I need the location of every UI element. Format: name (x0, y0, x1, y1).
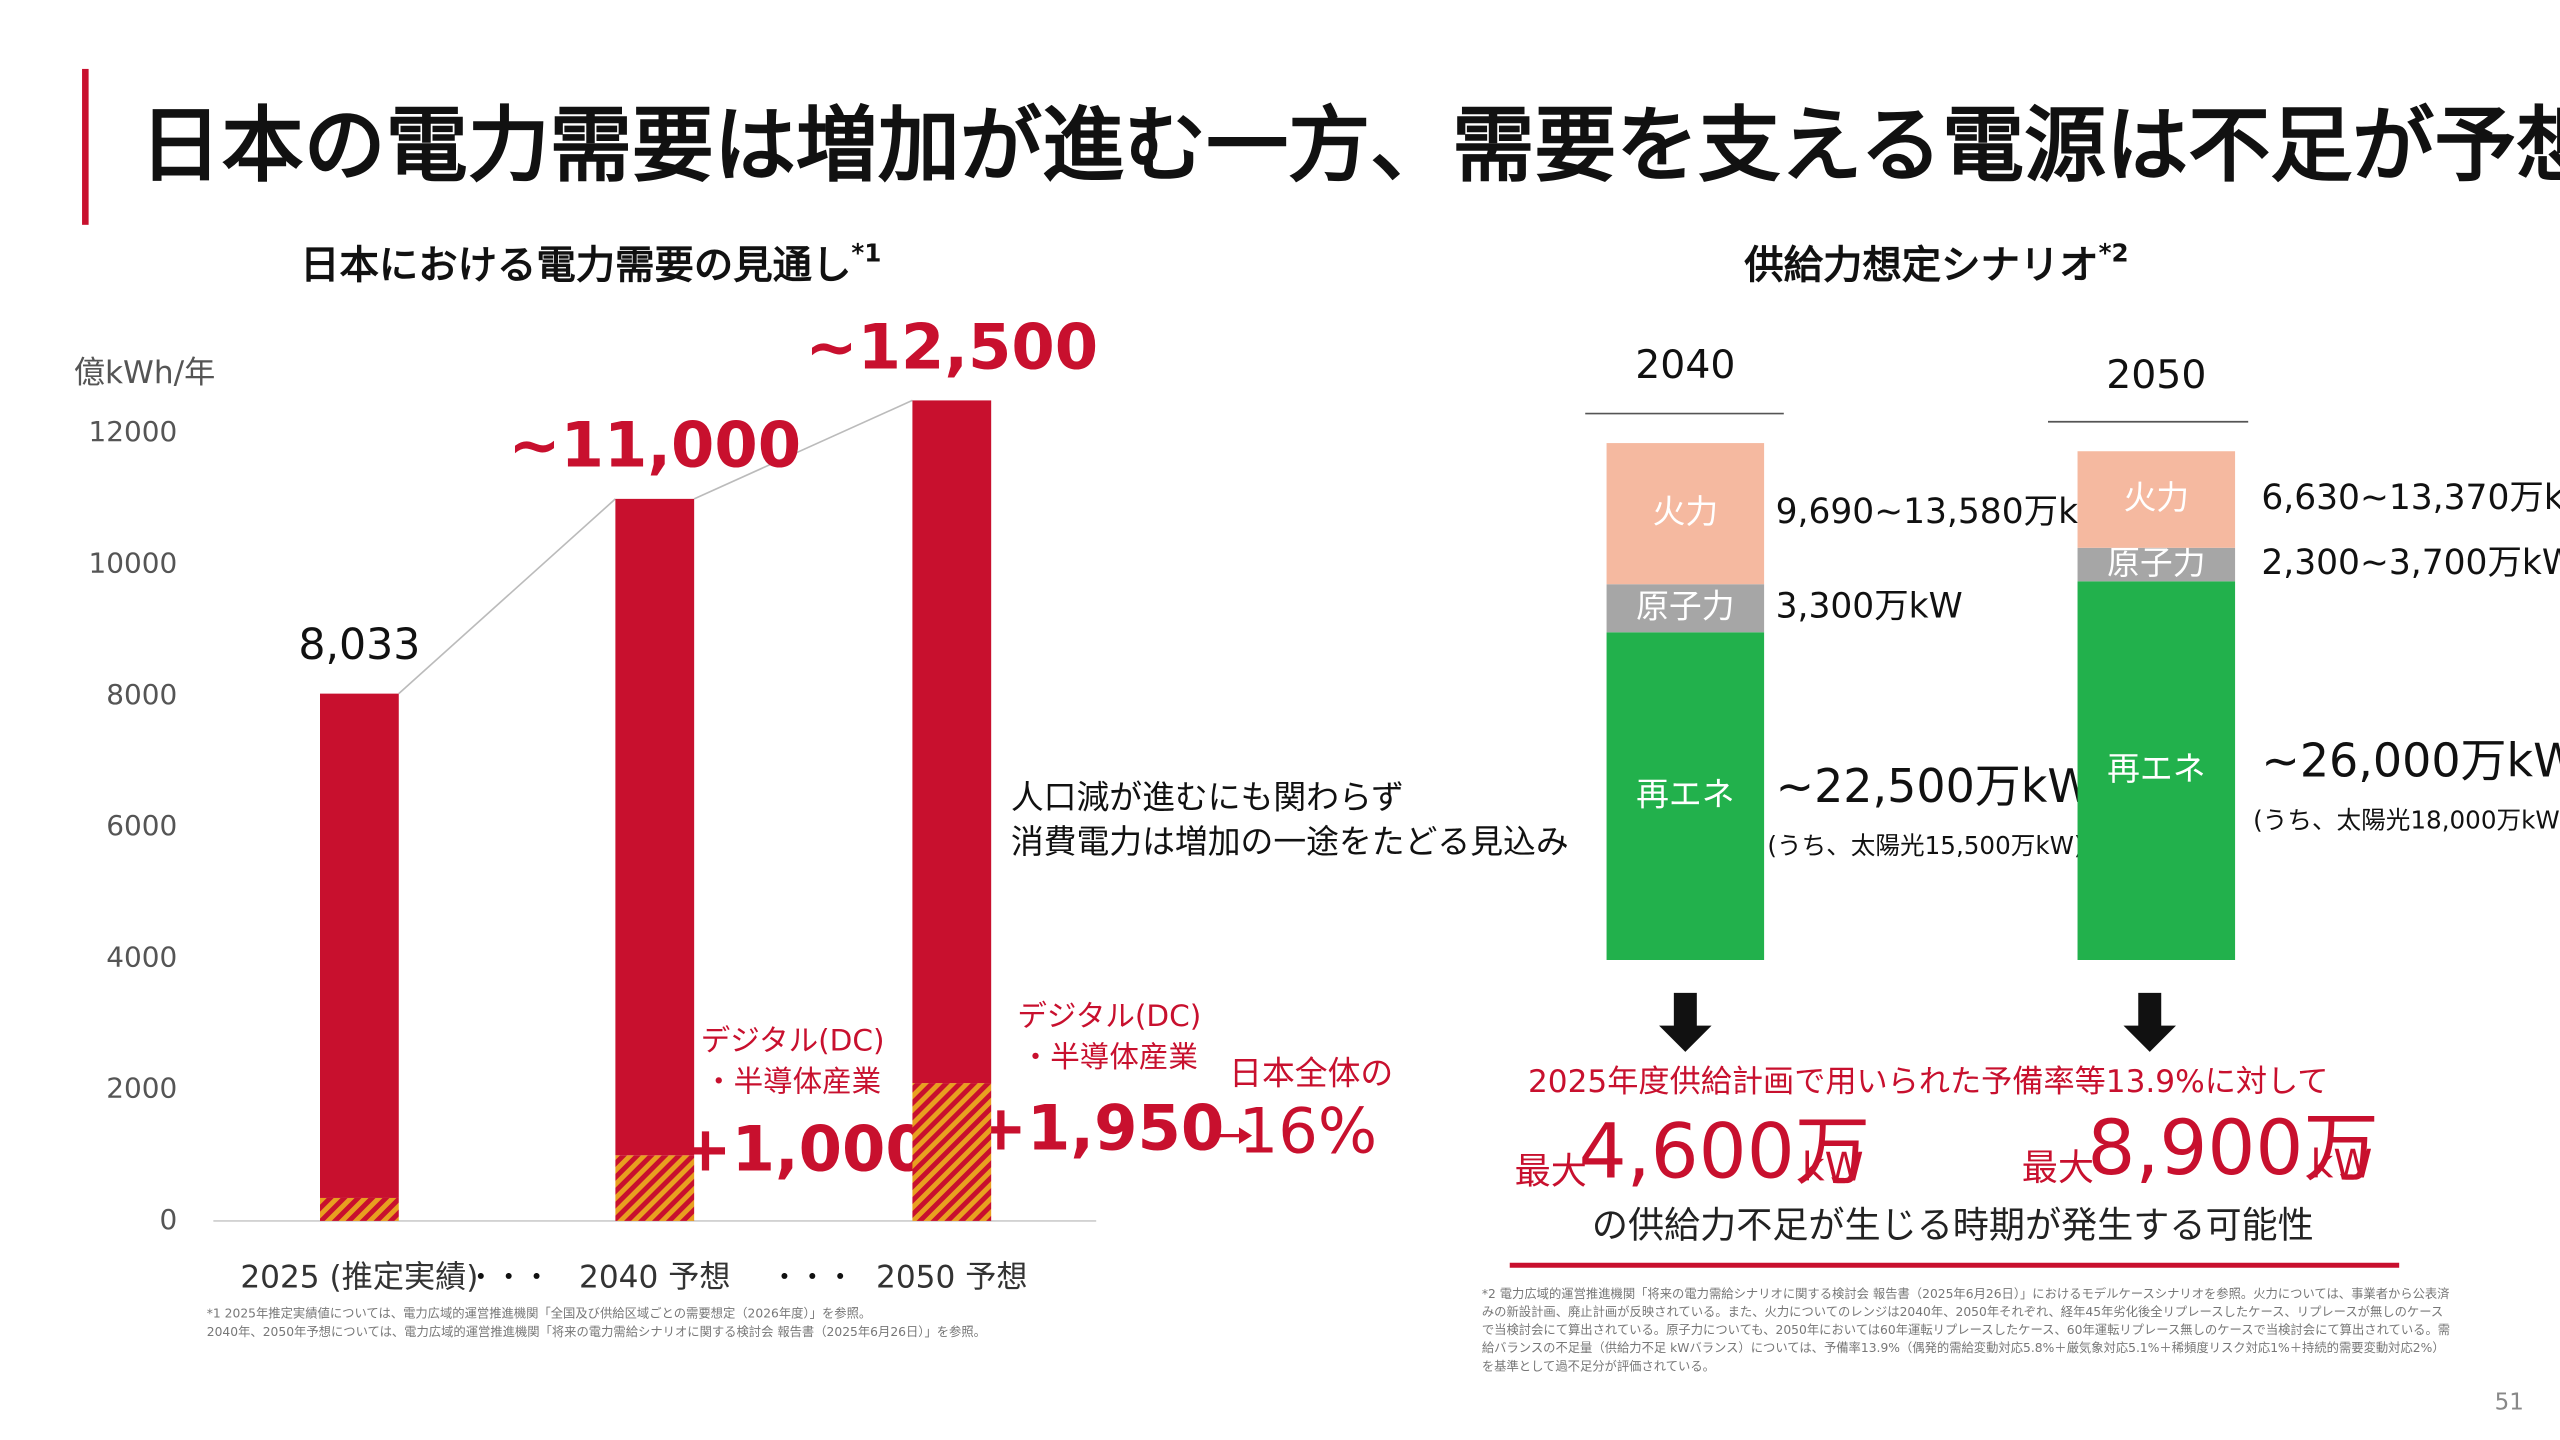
y-tick-label: 6000 (106, 809, 177, 842)
title-text: 日本における電力需要の見通し (300, 242, 851, 288)
trend-note: 人口減が進むにも関わらず (1011, 779, 1404, 817)
left-footnotes: *1 2025年推定実績値については、電力広域的運営推進機関「全国及び供給区域ご… (207, 1305, 1389, 1341)
segment-name: 原子力 (1636, 588, 1734, 626)
y-tick-label: 10000 (89, 547, 178, 580)
bar-segment (2077, 547, 2236, 582)
bar-segment (615, 498, 695, 1156)
shortfall-unit: kW (2311, 1141, 2373, 1187)
title-text: 供給力想定シナリオ (1744, 242, 2098, 288)
right-footnote: *2 電力広域的運営推進機関「将来の電力需給シナリオに関する検討会 報告書（20… (1481, 1286, 2451, 1374)
total-label: 8,033 (298, 620, 420, 670)
segment-name: 再エネ (1636, 776, 1734, 814)
y-axis-label: 億kWh/年 (74, 355, 215, 391)
category-separator: ・・・ (770, 1260, 854, 1293)
right-chart-title: 供給力想定シナリオ*2 (1744, 238, 2128, 288)
shortfall-prefix: 最大 (1515, 1149, 1587, 1192)
category-label: 2040 (1635, 342, 1735, 388)
down-arrow (2123, 992, 2176, 1052)
title-accent (82, 68, 89, 225)
total-label: ~12,500 (805, 310, 1098, 383)
y-tick-label: 4000 (106, 940, 177, 973)
footnote: *1 2025年推定実績値については、電力広域的運営推進機関「全国及び供給区域ご… (206, 1306, 872, 1322)
increment-label: +1,950 (975, 1091, 1224, 1164)
increment-label: +1,000 (679, 1113, 928, 1186)
down-arrow (1659, 992, 1712, 1052)
footnote-block: *1 2025年推定実績値については、電力広域的運営推進機関「全国及び供給区域ご… (207, 1305, 1389, 1341)
y-tick-label: 8000 (106, 678, 177, 711)
category-separator: ・・・ (467, 1260, 551, 1293)
title-note: *2 (2099, 238, 2129, 267)
segment-name: 再エネ (2107, 750, 2205, 788)
value-label: ~22,500万kW (1776, 759, 2093, 813)
x-tick-label: 2040 予想 (579, 1259, 731, 1295)
bar-segment (1606, 632, 1765, 960)
x-tick-label: 2050 予想 (876, 1259, 1028, 1295)
y-tick-label: 2000 (106, 1072, 177, 1105)
value-label: 6,630~13,370万kW (2261, 478, 2560, 518)
bar-segment (2077, 451, 2236, 548)
trend-note: 消費電力は増加の一途をたどる見込み (1011, 823, 1569, 861)
arrow-head (1238, 1127, 1253, 1144)
sub-label: (うち、太陽光15,500万kW) (1767, 831, 2083, 860)
shortfall-unit: kW (1802, 1145, 1864, 1191)
category-label: 2050 (2106, 352, 2206, 398)
condition: 2025年度供給計画で用いられた予備率等13.9%に対して (1528, 1064, 2328, 1100)
y-tick-label: 12000 (89, 415, 178, 448)
value-label: ~26,000万kW (2261, 734, 2560, 788)
bar-segment (1606, 443, 1765, 585)
bar-segment (912, 1083, 992, 1221)
bar-segment (615, 1155, 695, 1221)
left-chart-title: 日本における電力需要の見通し*1 (300, 238, 881, 288)
segment-name: 火力 (2123, 479, 2189, 517)
connector (398, 498, 616, 695)
title-note: *1 (851, 238, 881, 267)
segment-note: デジタル(DC) (1017, 999, 1201, 1033)
shortfall-amount: 4,600万 (1579, 1107, 1871, 1195)
shortfall-amount: 8,900万 (2087, 1104, 2379, 1192)
value-label: 3,300万kW (1776, 587, 1963, 627)
footnote: 2040年、2050年予想については、電力広域的運営推進機関「将来の電力需給シナ… (206, 1324, 986, 1340)
value-label: 9,690~13,580万kW (1776, 492, 2113, 532)
segment-note: ・半導体産業 (704, 1065, 881, 1099)
bar-segment (1606, 584, 1765, 633)
x-tick-label: 2025 (推定実績) (240, 1259, 478, 1295)
page-number: 51 (2495, 1390, 2524, 1416)
segment-note: デジタル(DC) (701, 1024, 885, 1058)
segment-note: ・半導体産業 (1021, 1040, 1198, 1074)
value-label: 2,300~3,700万kW (2261, 543, 2560, 583)
bar-segment (912, 400, 992, 1084)
share-label: 16% (1239, 1095, 1378, 1168)
footnote: *2 電力広域的運営推進機関「将来の電力需給シナリオに関する検討会 報告書（20… (1481, 1286, 2451, 1374)
shortfall-prefix: 最大 (2022, 1146, 2094, 1189)
total-label: ~11,000 (508, 409, 801, 482)
connector (693, 399, 913, 500)
bar-segment (320, 693, 399, 1198)
bar-segment (320, 1197, 399, 1221)
segment-name: 原子力 (2107, 544, 2205, 582)
bar-segment (2077, 581, 2236, 960)
y-tick-label: 0 (159, 1203, 177, 1236)
slide-title: 日本の電力需要は増加が進む一方、需要を支える電源は不足が予想される (139, 98, 2560, 193)
sub-label: (うち、太陽光18,000万kW) (2253, 806, 2560, 835)
segment-name: 火力 (1653, 493, 1719, 531)
share-intro: 日本全体の (1229, 1054, 1393, 1092)
conclusion: の供給力不足が生じる時期が発生する可能性 (1592, 1203, 2314, 1246)
